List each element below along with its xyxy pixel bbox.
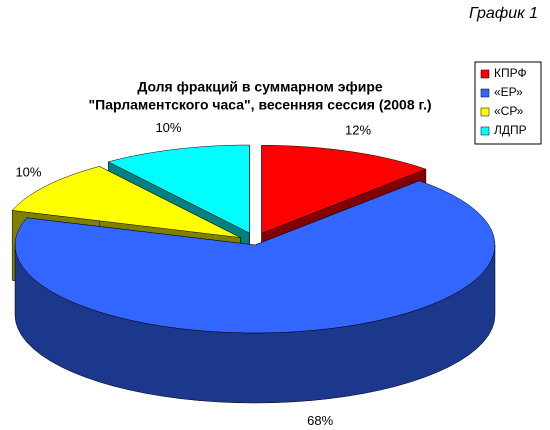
legend-label: ЛДПР	[494, 123, 527, 137]
legend-swatch	[480, 88, 490, 98]
chart-note: График 1	[469, 5, 538, 22]
slice-top	[14, 180, 496, 334]
data-label: 10%	[15, 164, 41, 179]
pie-slice	[14, 180, 496, 404]
legend-swatch	[480, 107, 490, 117]
data-label: 10%	[155, 120, 181, 135]
slice-top	[261, 145, 427, 234]
chart-title: Доля фракций в суммарном эфире	[137, 79, 383, 95]
slice-top	[107, 144, 250, 234]
data-label: 68%	[307, 413, 333, 428]
legend-swatch	[480, 126, 490, 136]
legend-label: КПРФ	[494, 66, 527, 80]
legend-swatch	[480, 69, 490, 79]
chart-title: "Парламентского часа", весенняя сессия (…	[89, 97, 432, 113]
data-label: 12%	[345, 122, 371, 137]
slice-top	[11, 166, 241, 238]
legend-label: «СР»	[494, 104, 524, 118]
legend-label: «ЕР»	[494, 85, 523, 99]
